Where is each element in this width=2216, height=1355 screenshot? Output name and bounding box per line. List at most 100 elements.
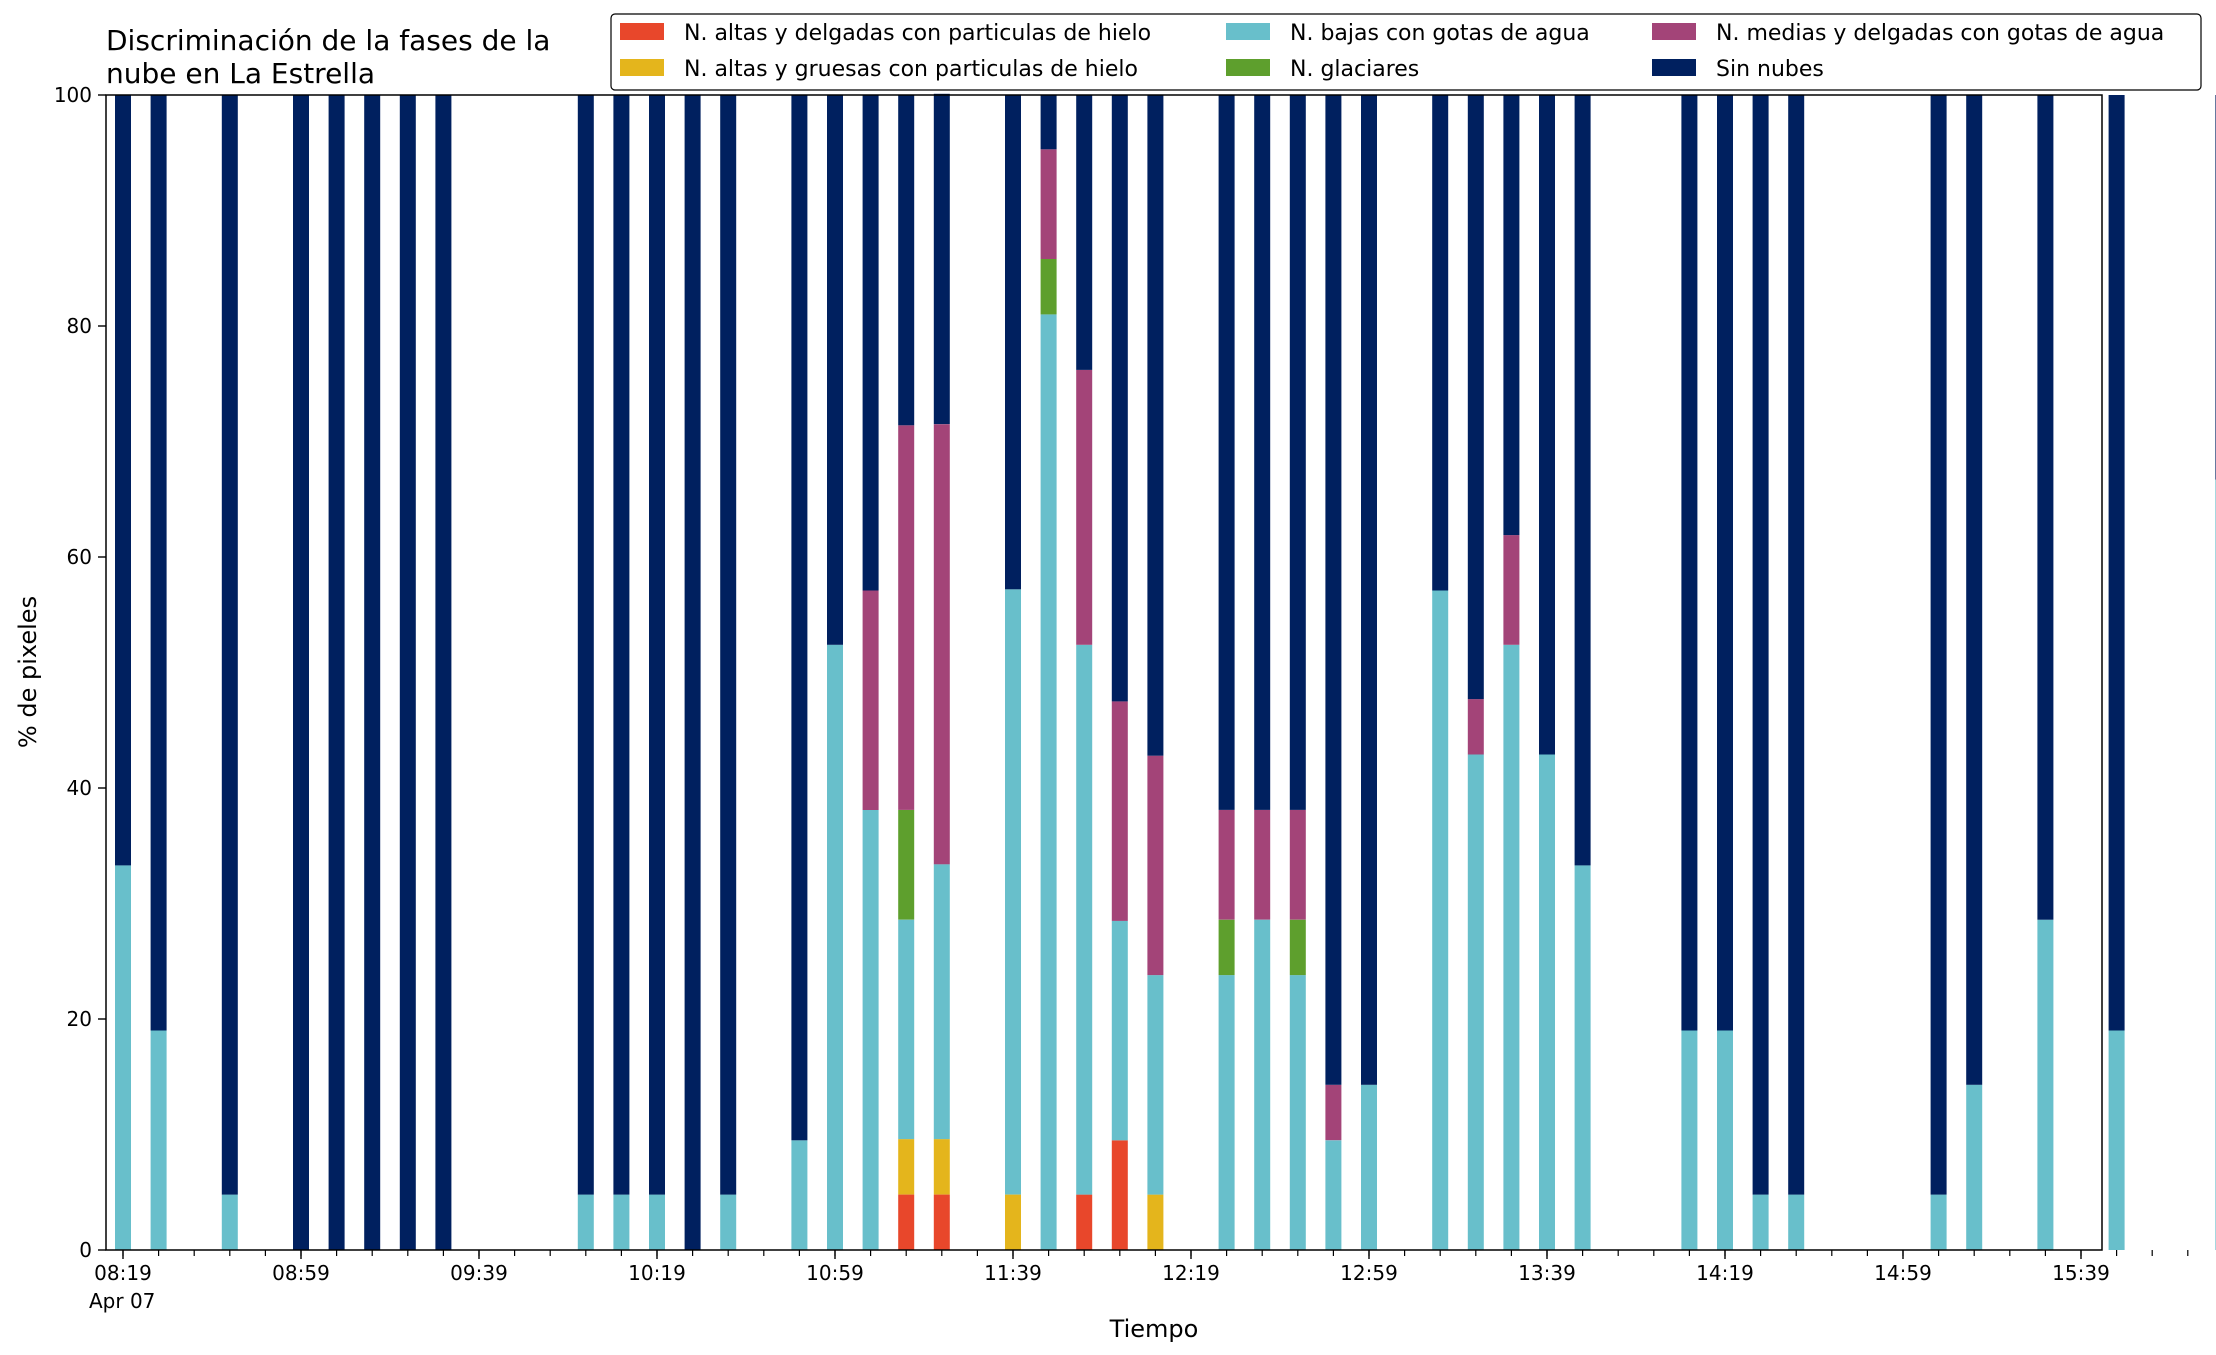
bar-segment-sin-nubes-1243 xyxy=(1289,95,1306,810)
bar-segment-n-bajas-con-gotas-de-agua-1051 xyxy=(791,1140,808,1250)
bar-segment-sin-nubes-1227 xyxy=(1218,95,1235,810)
bar-segment-n-medias-y-delgadas-con-gotas-de-agua-1211 xyxy=(1147,755,1164,976)
x-tick-label: 10:59 xyxy=(806,1261,864,1285)
bar-segment-n-medias-y-delgadas-con-gotas-de-agua-1243 xyxy=(1289,809,1306,920)
x-tick-label: 08:59 xyxy=(272,1261,330,1285)
plot-frame xyxy=(105,94,2103,1251)
bar-segment-n-medias-y-delgadas-con-gotas-de-agua-1227 xyxy=(1218,809,1235,920)
bar-segment-sin-nubes-1515 xyxy=(1966,95,1983,1085)
x-tick-label: 12:19 xyxy=(1162,1261,1220,1285)
bar-segment-sin-nubes-1315 xyxy=(1432,95,1449,591)
y-tick-label: 0 xyxy=(79,1238,92,1262)
bar-segment-sin-nubes-0915 xyxy=(364,95,381,1250)
legend-swatch-altas-delgadas xyxy=(620,23,664,40)
bar-segment-n-bajas-con-gotas-de-agua-1035 xyxy=(720,1194,737,1250)
bar-segment-n-bajas-con-gotas-de-agua-0819 xyxy=(115,865,131,1250)
bar-segment-sin-nubes-1211 xyxy=(1147,95,1164,756)
x-axis-title: Tiempo xyxy=(1109,1315,1199,1343)
bar-segment-sin-nubes-1059 xyxy=(827,95,843,645)
bar-segment-sin-nubes-1331 xyxy=(1503,95,1520,536)
legend-swatch-altas-gruesas xyxy=(620,59,664,76)
bar-segment-n-bajas-con-gotas-de-agua-1507 xyxy=(1930,1194,1947,1250)
x-tick-label: 15:39 xyxy=(2052,1261,2110,1285)
x-tick-label: 14:19 xyxy=(1696,1261,1754,1285)
bar-segment-n-bajas-con-gotas-de-agua-1331 xyxy=(1503,644,1520,1250)
bar-segment-sin-nubes-1507 xyxy=(1930,95,1947,1195)
bar-segment-n-altas-y-gruesas-con-particulas-de-hielo-1123 xyxy=(933,1139,950,1195)
legend-label-medias: N. medias y delgadas con gotas de agua xyxy=(1716,21,2164,46)
bar-segment-n-bajas-con-gotas-de-agua-0843 xyxy=(221,1194,238,1250)
legend-swatch-bajas xyxy=(1226,23,1270,40)
x-tick-label: 14:59 xyxy=(1874,1261,1932,1285)
bar-segment-sin-nubes-1235 xyxy=(1254,95,1271,810)
bar-segment-n-bajas-con-gotas-de-agua-1251 xyxy=(1325,1140,1342,1250)
bar-segment-n-bajas-con-gotas-de-agua-1211 xyxy=(1147,975,1164,1195)
bar-segment-n-bajas-con-gotas-de-agua-1427 xyxy=(1752,1194,1769,1250)
x-axis-ticks: 08:19 08:59 09:39 10:19 10:59 11:39 12:19 12:59… xyxy=(94,1250,2189,1285)
bar-segment-n-medias-y-delgadas-con-gotas-de-agua-1235 xyxy=(1254,809,1271,920)
legend-box xyxy=(610,13,2202,91)
bar-segment-sin-nubes-1035 xyxy=(720,95,737,1195)
x-tick-label: 09:39 xyxy=(450,1261,508,1285)
bar-segment-sin-nubes-1155 xyxy=(1076,95,1093,370)
bar-segment-n-altas-y-gruesas-con-particulas-de-hielo-1211 xyxy=(1147,1194,1164,1250)
bar-segment-sin-nubes-1323 xyxy=(1467,95,1484,700)
bar-segment-n-medias-y-delgadas-con-gotas-de-agua-1107 xyxy=(862,590,879,810)
y-axis-ticks: 0 20 40 60 80 100 xyxy=(54,83,106,1262)
bar-segment-n-medias-y-delgadas-con-gotas-de-agua-1123 xyxy=(933,424,950,865)
bar-segment-n-bajas-con-gotas-de-agua-1107 xyxy=(862,809,879,1250)
bar-segment-sin-nubes-1347 xyxy=(1574,95,1591,866)
bar-segment-n-bajas-con-gotas-de-agua-1419 xyxy=(1717,1030,1733,1250)
bar-segment-n-bajas-con-gotas-de-agua-0827 xyxy=(150,1030,167,1250)
y-tick-label: 20 xyxy=(67,1007,92,1031)
bar-segment-sin-nubes-1147 xyxy=(1040,95,1057,150)
chart-title-line-1: Discriminación de la fases de la xyxy=(106,24,550,57)
bar-segment-n-bajas-con-gotas-de-agua-1235 xyxy=(1254,919,1271,1250)
bar-segment-sin-nubes-1203 xyxy=(1111,95,1128,702)
bar-segment-sin-nubes-1003 xyxy=(577,95,594,1195)
bar-segment-n-medias-y-delgadas-con-gotas-de-agua-1323 xyxy=(1467,699,1484,755)
bar-segment-n-glaciares-1115 xyxy=(898,809,915,920)
bar-segment-sin-nubes-1419 xyxy=(1717,95,1733,1031)
bar-segment-n-bajas-con-gotas-de-agua-1531 xyxy=(2037,919,2054,1250)
y-tick-label: 40 xyxy=(67,776,92,800)
bar-segment-n-bajas-con-gotas-de-agua-1339 xyxy=(1539,754,1555,1250)
legend-label-glaciares: N. glaciares xyxy=(1290,57,1419,82)
bar-segment-n-bajas-con-gotas-de-agua-1315 xyxy=(1432,590,1449,1250)
bar-segment-n-medias-y-delgadas-con-gotas-de-agua-1155 xyxy=(1076,369,1093,645)
bar-segment-n-altas-y-delgadas-con-particulas-de-hielo-1115 xyxy=(898,1194,915,1250)
y-tick-label: 60 xyxy=(67,545,92,569)
bar-segment-sin-nubes-1435 xyxy=(1788,95,1805,1195)
x-date-label: Apr 07 xyxy=(89,1289,155,1313)
bar-segment-n-bajas-con-gotas-de-agua-1115 xyxy=(898,919,915,1140)
bar-segment-sin-nubes-1019 xyxy=(649,95,665,1195)
bar-segment-n-bajas-con-gotas-de-agua-1139 xyxy=(1005,589,1021,1195)
bar-segment-sin-nubes-1027 xyxy=(684,95,701,1250)
bar-segment-n-bajas-con-gotas-de-agua-1243 xyxy=(1289,975,1306,1250)
bar-segment-sin-nubes-0923 xyxy=(399,95,416,1250)
legend-label-altas-gruesas: N. altas y gruesas con particulas de hie… xyxy=(684,57,1138,82)
bar-segment-n-bajas-con-gotas-de-agua-1515 xyxy=(1966,1084,1983,1250)
bar-segment-n-bajas-con-gotas-de-agua-1019 xyxy=(649,1194,665,1250)
bar-segment-n-altas-y-delgadas-con-particulas-de-hielo-1123 xyxy=(933,1194,950,1250)
bar-segment-sin-nubes-1547 xyxy=(2108,95,2125,1031)
y-tick-label: 100 xyxy=(54,83,92,107)
bar-segment-sin-nubes-1115 xyxy=(898,95,915,426)
bar-segment-n-bajas-con-gotas-de-agua-1059 xyxy=(827,644,843,1250)
bar-segment-sin-nubes-1251 xyxy=(1325,95,1342,1085)
legend-label-altas-delgadas: N. altas y delgadas con particulas de hi… xyxy=(684,21,1151,46)
bar-segment-sin-nubes-0931 xyxy=(435,95,452,1250)
bar-segment-n-bajas-con-gotas-de-agua-1227 xyxy=(1218,975,1235,1250)
bar-segment-sin-nubes-1011 xyxy=(613,95,630,1195)
bar-segment-sin-nubes-0827 xyxy=(150,95,167,1031)
bar-segment-n-bajas-con-gotas-de-agua-1203 xyxy=(1111,920,1128,1141)
bar-segment-sin-nubes-1107 xyxy=(862,95,879,591)
x-tick-label: 10:19 xyxy=(628,1261,686,1285)
bar-segment-sin-nubes-1051 xyxy=(791,95,808,1141)
bar-segment-sin-nubes-1123 xyxy=(933,93,950,425)
y-axis-title: % de pixeles xyxy=(14,596,42,748)
bar-segment-n-medias-y-delgadas-con-gotas-de-agua-1331 xyxy=(1503,535,1520,645)
bar-segment-n-altas-y-delgadas-con-particulas-de-hielo-1155 xyxy=(1076,1194,1093,1250)
bar-segment-n-altas-y-gruesas-con-particulas-de-hielo-1115 xyxy=(898,1139,915,1195)
bar-segment-n-bajas-con-gotas-de-agua-1347 xyxy=(1574,865,1591,1250)
